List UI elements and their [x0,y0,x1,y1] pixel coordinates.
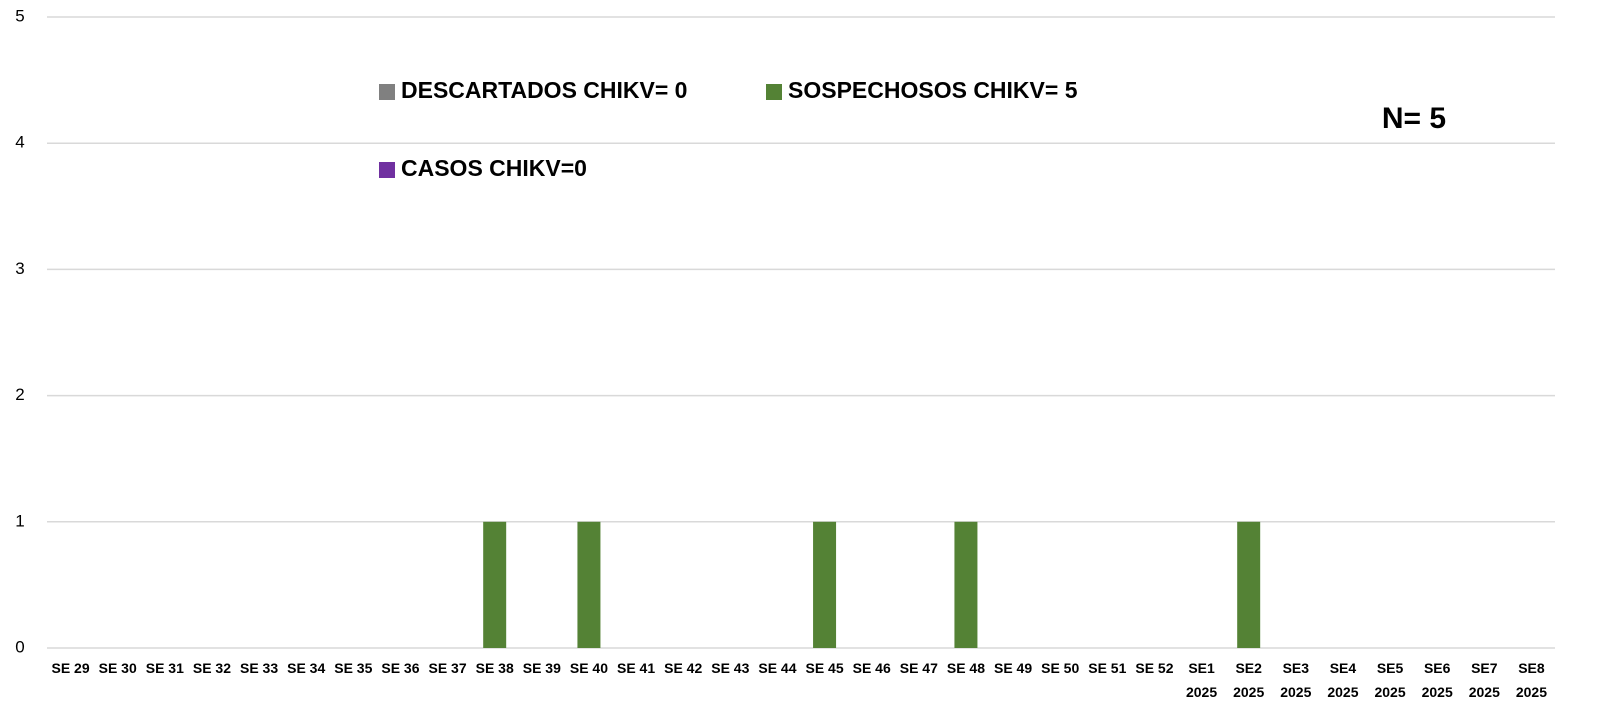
y-tick-label: 4 [15,133,24,152]
x-tick-label: SE 51 [1088,660,1127,676]
x-tick-label: SE 49 [993,660,1033,676]
bar [1237,521,1261,648]
x-tick-label: SE 40 [569,660,608,676]
x-tick-label: SE 38 [475,660,514,676]
x-tick-label: SE 44 [758,660,797,676]
legend-swatch [379,84,395,100]
legend-label: CASOS CHIKV=0 [401,155,587,181]
x-tick-label: SE 29 [51,660,90,676]
y-tick-label: 0 [15,637,24,656]
x-tick-label: SE 46 [852,660,891,676]
x-tick-label: SE 42 [664,660,703,676]
legend-swatch [766,84,782,100]
bar [483,521,507,648]
x-tick-label: SE6 2025 [1421,660,1453,700]
x-tick-label: SE 48 [946,660,985,676]
x-tick-label: SE2 2025 [1233,660,1265,700]
x-tick-label: SE 39 [522,660,561,676]
x-tick-label: SE 43 [711,660,750,676]
x-tick-label: SE 50 [1041,660,1080,676]
legend-label: SOSPECHOSOS CHIKV= 5 [788,77,1078,103]
legend-swatch [379,162,395,178]
y-tick-label: 1 [15,511,24,530]
x-tick-label: SE4 2025 [1327,660,1359,700]
x-tick-label: SE3 2025 [1280,660,1312,700]
y-tick-label: 2 [15,385,24,404]
x-tick-label: SE 36 [381,660,420,676]
x-tick-label: SE 47 [899,660,938,676]
bar [954,521,978,648]
x-tick-label: SE 33 [239,660,279,676]
x-tick-label: SE 45 [805,660,844,676]
x-tick-label: SE1 2025 [1185,660,1218,700]
annotation: N= 5 [1382,102,1446,135]
x-tick-label: SE7 2025 [1468,660,1500,700]
y-tick-label: 5 [15,6,24,25]
x-tick-label: SE 52 [1135,660,1174,676]
bar [813,521,837,648]
bar [577,521,601,648]
x-tick-label: SE 37 [428,660,467,676]
x-tick-label: SE 41 [616,660,656,676]
x-tick-label: SE5 2025 [1374,660,1406,700]
x-tick-label: SE 31 [145,660,184,676]
x-tick-label: SE 35 [334,660,373,676]
x-tick-label: SE 34 [287,660,326,676]
x-tick-label: SE 32 [192,660,231,676]
y-tick-label: 3 [15,259,24,278]
legend-label: DESCARTADOS CHIKV= 0 [401,77,687,103]
x-tick-label: SE8 2025 [1515,660,1548,700]
x-tick-label: SE 30 [98,660,137,676]
